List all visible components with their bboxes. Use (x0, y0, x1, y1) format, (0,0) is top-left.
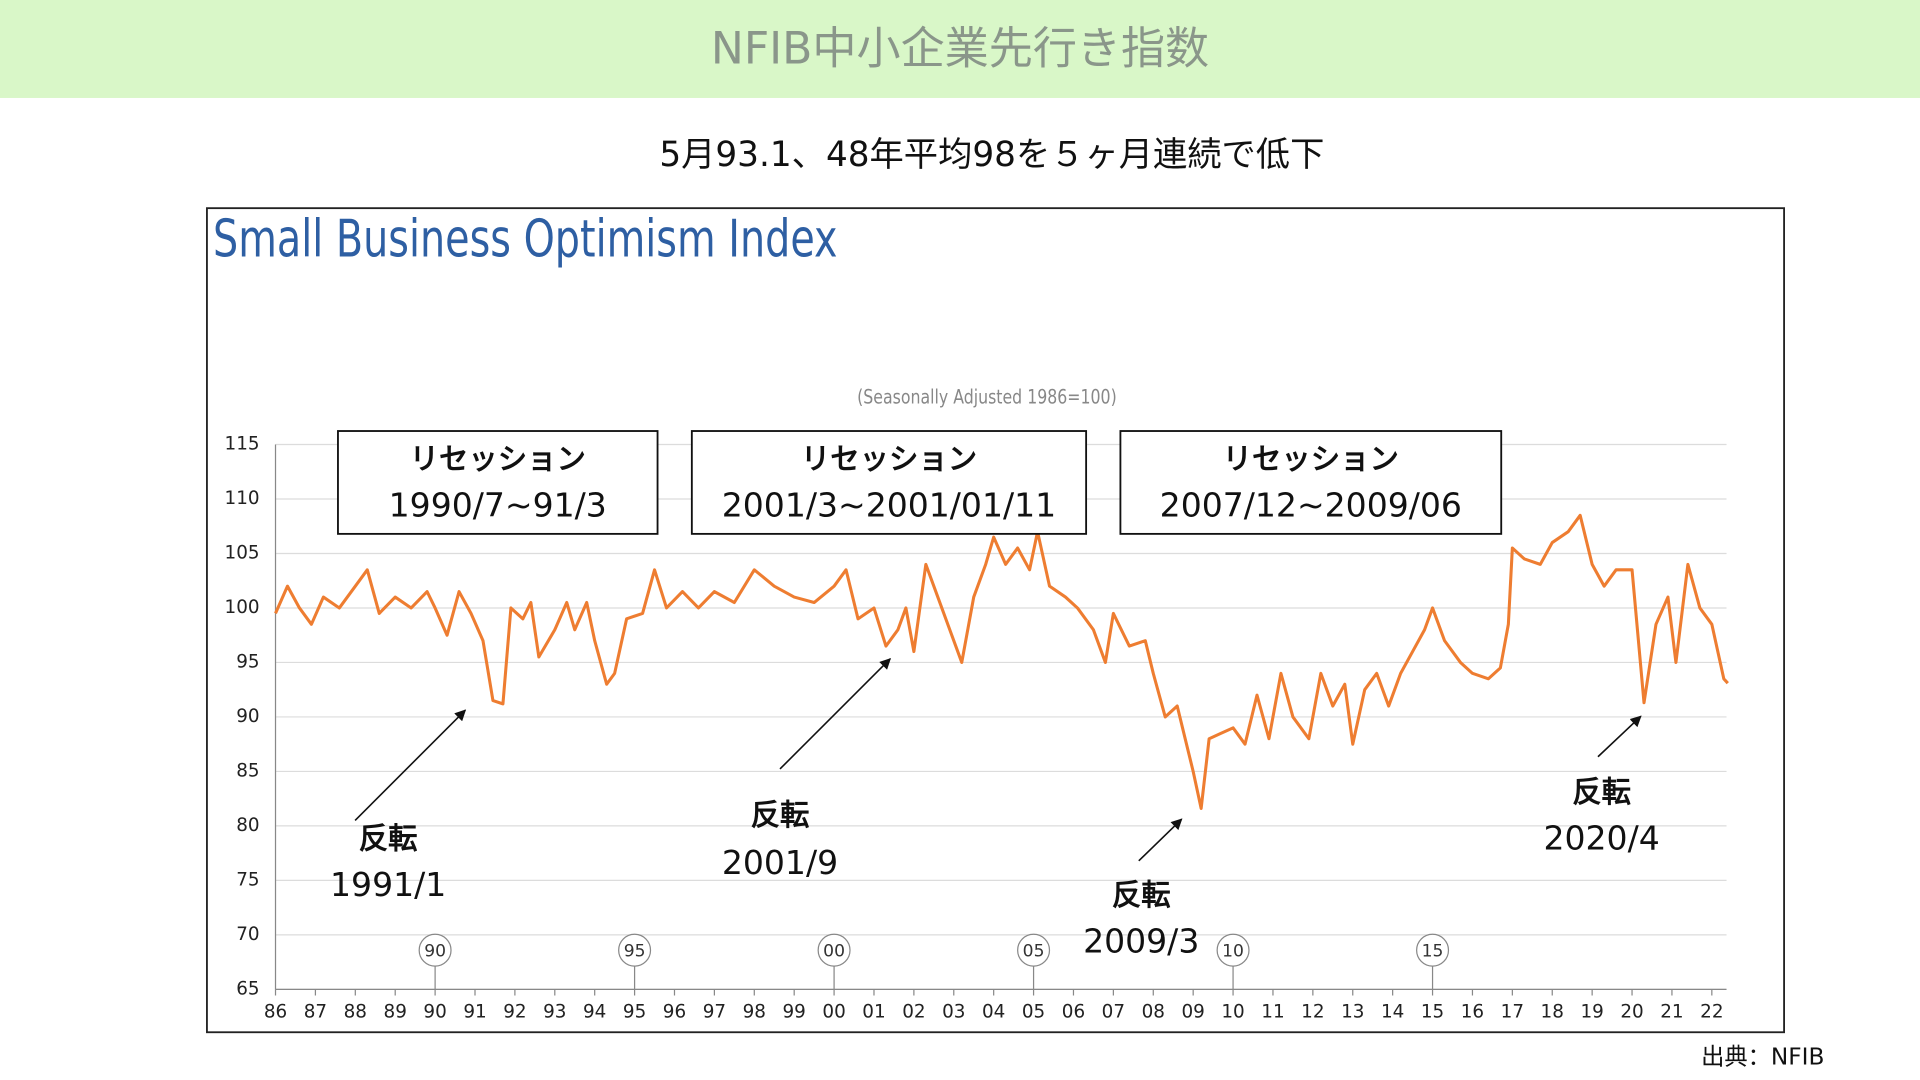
marker-label: 05 (1023, 941, 1045, 961)
x-tick-label: 87 (304, 1002, 327, 1023)
x-tick-label: 07 (1102, 1002, 1125, 1023)
marker-circle (1017, 933, 1051, 967)
marker-label: 00 (823, 941, 845, 961)
marker-circle (618, 933, 652, 967)
chart-subtitle: (Seasonally Adjusted 1986=100) (857, 385, 1117, 408)
x-tick-label: 96 (663, 1002, 686, 1023)
x-tick-label: 01 (862, 1002, 885, 1023)
chart-title: Small Business Optimism Index (213, 209, 837, 269)
y-tick-label: 65 (236, 978, 259, 999)
turn-date: 1991/1 (330, 865, 446, 904)
turn-label: 反転 (1572, 775, 1631, 809)
x-tick-label: 16 (1461, 1002, 1484, 1023)
x-tick-label: 19 (1580, 1002, 1603, 1023)
y-tick-label: 105 (225, 542, 260, 563)
marker-label: 90 (424, 941, 446, 961)
y-tick-label: 80 (236, 815, 259, 836)
turn-arrow (1597, 715, 1642, 758)
x-tick-label: 04 (982, 1002, 1005, 1023)
recession-period: 1990/7~91/3 (389, 485, 607, 524)
x-tick-label: 09 (1181, 1002, 1204, 1023)
header-title: NFIB中小企業先行き指数 (711, 23, 1209, 74)
series-line (274, 513, 1729, 811)
x-tick-label: 94 (583, 1002, 606, 1023)
y-tick-label: 85 (236, 760, 259, 781)
recession-box (690, 430, 1088, 535)
turn-arrow (1138, 818, 1183, 862)
recession-label: リセッション (410, 442, 586, 476)
y-tick-label: 110 (225, 488, 260, 509)
recession-box (1119, 430, 1503, 535)
x-tick-label: 03 (942, 1002, 965, 1023)
x-tick-label: 89 (384, 1002, 407, 1023)
x-tick-label: 14 (1381, 1002, 1404, 1023)
x-tick-label: 12 (1301, 1002, 1324, 1023)
recession-period: 2007/12~2009/06 (1160, 485, 1462, 524)
x-tick-label: 90 (423, 1002, 446, 1023)
x-tick-label: 08 (1142, 1002, 1165, 1023)
y-tick-label: 100 (225, 597, 260, 618)
y-tick-label: 75 (236, 869, 259, 890)
x-tick-label: 20 (1620, 1002, 1643, 1023)
recession-label: リセッション (801, 442, 977, 476)
turn-arrow (779, 657, 891, 770)
x-tick-label: 00 (822, 1002, 845, 1023)
x-tick-label: 21 (1660, 1002, 1683, 1023)
x-tick-label: 05 (1022, 1002, 1045, 1023)
header-subtitle: 5月93.1、48年平均98を５ヶ月連続で低下 (659, 135, 1324, 175)
x-tick-label: 02 (902, 1002, 925, 1023)
marker-circle (1216, 933, 1250, 967)
x-tick-label: 17 (1501, 1002, 1524, 1023)
x-tick-label: 22 (1700, 1002, 1723, 1023)
x-tick-label: 93 (543, 1002, 566, 1023)
turn-arrow (354, 709, 467, 821)
marker-label: 10 (1222, 941, 1244, 961)
header-band (0, 0, 1920, 98)
turn-label: 反転 (1112, 878, 1171, 912)
recession-box (337, 430, 659, 535)
marker-label: 15 (1422, 941, 1444, 961)
x-tick-label: 13 (1341, 1002, 1364, 1023)
turn-date: 2001/9 (722, 843, 838, 882)
recession-period: 2001/3~2001/01/11 (722, 485, 1056, 524)
marker-circle (817, 933, 851, 967)
turn-label: 反転 (359, 822, 418, 856)
marker-label: 95 (624, 941, 646, 961)
marker-circle (1416, 933, 1450, 967)
chart-frame (206, 207, 1785, 1034)
x-tick-label: 06 (1062, 1002, 1085, 1023)
marker-circle (418, 933, 452, 967)
y-tick-label: 90 (236, 706, 259, 727)
x-tick-label: 11 (1261, 1002, 1284, 1023)
x-tick-label: 91 (463, 1002, 486, 1023)
x-tick-label: 98 (743, 1002, 766, 1023)
x-tick-label: 92 (503, 1002, 526, 1023)
x-tick-label: 99 (782, 1002, 805, 1023)
x-tick-label: 97 (703, 1002, 726, 1023)
x-tick-label: 10 (1221, 1002, 1244, 1023)
turn-label: 反転 (751, 798, 810, 832)
x-tick-label: 86 (264, 1002, 287, 1023)
turn-date: 2009/3 (1083, 921, 1199, 960)
x-tick-label: 18 (1541, 1002, 1564, 1023)
y-tick-label: 95 (236, 651, 259, 672)
x-tick-label: 95 (623, 1002, 646, 1023)
x-tick-label: 88 (344, 1002, 367, 1023)
source: 出典：NFIB (1701, 1043, 1824, 1070)
turn-date: 2020/4 (1543, 819, 1659, 858)
recession-label: リセッション (1223, 442, 1399, 476)
x-tick-label: 15 (1421, 1002, 1444, 1023)
y-tick-label: 115 (225, 433, 260, 454)
y-tick-label: 70 (236, 924, 259, 945)
